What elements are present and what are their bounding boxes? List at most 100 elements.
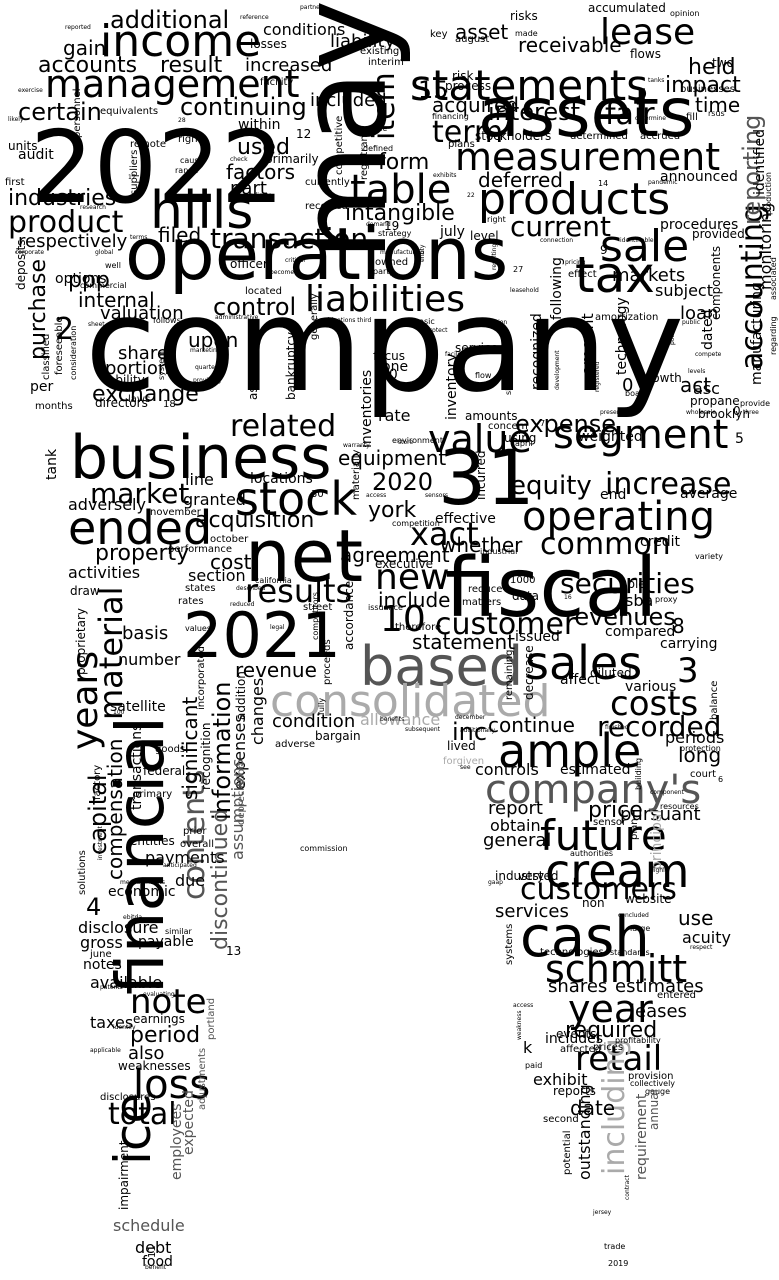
cloud-word: process xyxy=(445,79,492,93)
cloud-word: average xyxy=(680,486,738,502)
cloud-word: plan xyxy=(629,818,640,840)
cloud-word: likely xyxy=(8,116,24,123)
cloud-word: act xyxy=(680,373,712,397)
cloud-word: combinations third xyxy=(315,317,372,324)
cloud-word: levels xyxy=(688,368,706,375)
cloud-word: units xyxy=(8,139,38,153)
cloud-word: subsequent xyxy=(405,726,441,733)
cloud-word: whether xyxy=(440,533,523,557)
cloud-word: 7 xyxy=(540,419,546,428)
cloud-word: asc xyxy=(693,379,720,398)
cloud-word: earnings xyxy=(133,1012,185,1026)
cloud-word: building xyxy=(634,757,643,790)
cloud-word: proxy xyxy=(655,595,678,604)
cloud-word: conditions xyxy=(263,20,346,39)
cloud-word: defined xyxy=(363,144,394,153)
cloud-word: currently xyxy=(305,177,350,188)
cloud-word: included xyxy=(310,90,387,111)
cloud-word: gaap xyxy=(488,879,503,886)
cloud-word: 11 xyxy=(147,1245,158,1258)
cloud-word: investment xyxy=(97,826,104,860)
cloud-word: determine xyxy=(635,115,666,122)
cloud-word: weighted xyxy=(578,429,643,445)
cloud-word: statements xyxy=(410,61,649,110)
cloud-word: april xyxy=(515,439,533,448)
cloud-word: pandemic xyxy=(648,179,678,186)
cloud-word: inc xyxy=(452,718,488,746)
cloud-word: 10 xyxy=(380,599,426,640)
cloud-word: impact xyxy=(665,73,741,98)
cloud-word: industry xyxy=(495,869,545,883)
cloud-word: remote xyxy=(130,139,166,150)
cloud-word: materially xyxy=(351,449,362,500)
cloud-word: federal xyxy=(143,764,186,778)
cloud-word: standards xyxy=(610,948,650,957)
cloud-word: respect xyxy=(690,944,713,951)
cloud-word: hills xyxy=(150,181,254,241)
cloud-word: upon xyxy=(188,328,239,352)
cloud-word: retail xyxy=(575,1039,663,1079)
cloud-word: using xyxy=(504,431,537,445)
cloud-word: manufacturing xyxy=(749,282,765,385)
cloud-word: products xyxy=(478,174,671,225)
cloud-word: party xyxy=(373,267,395,276)
cloud-word: 2021 xyxy=(183,599,341,672)
cloud-word: lease xyxy=(600,12,696,53)
cloud-word: jersey xyxy=(593,1209,612,1216)
cloud-word: reports xyxy=(553,1084,596,1098)
cloud-word: schedule xyxy=(113,1216,185,1235)
cloud-word: available xyxy=(90,973,163,992)
cloud-word: measurement xyxy=(455,135,721,179)
cloud-word: shares xyxy=(548,976,608,997)
cloud-word: based xyxy=(360,635,524,698)
cloud-word: gross xyxy=(80,933,123,952)
cloud-word: losses xyxy=(250,37,287,51)
cloud-word: tank xyxy=(44,448,60,480)
cloud-word: manufacturing xyxy=(380,249,425,256)
cloud-word: determined xyxy=(570,131,628,142)
cloud-word: november xyxy=(150,507,201,518)
cloud-word: 0 xyxy=(622,375,634,396)
cloud-word: pursuant xyxy=(620,804,701,825)
cloud-word: providing xyxy=(193,377,222,384)
cloud-word: 2019 xyxy=(608,1259,629,1268)
cloud-word: increased xyxy=(245,55,333,76)
cloud-word: provision xyxy=(628,1071,674,1082)
cloud-word: 18 xyxy=(163,399,176,410)
cloud-word: data xyxy=(512,589,540,603)
cloud-word: entered xyxy=(657,990,696,1001)
cloud-word: critical xyxy=(285,257,306,264)
cloud-word: rates xyxy=(178,596,204,607)
cloud-word: research xyxy=(80,204,106,211)
cloud-word: estimated xyxy=(560,762,631,778)
cloud-word: primary xyxy=(133,789,173,800)
cloud-word: line xyxy=(185,470,214,489)
cloud-word: term xyxy=(432,115,504,150)
cloud-word: benefits xyxy=(380,716,405,723)
cloud-word: stockholders xyxy=(475,129,552,143)
cloud-word: estimates xyxy=(615,976,704,997)
cloud-word: entities xyxy=(130,834,175,848)
cloud-word: decrease xyxy=(522,645,536,700)
cloud-word: identifiable xyxy=(620,237,654,244)
cloud-word: non xyxy=(582,896,605,910)
cloud-word: debt xyxy=(135,1238,172,1257)
cloud-word: adverse xyxy=(275,739,316,750)
cloud-word: values xyxy=(185,624,212,633)
cloud-word: number xyxy=(118,650,181,669)
cloud-word: assets xyxy=(478,74,695,153)
cloud-word: review xyxy=(330,82,364,93)
cloud-word: 3 xyxy=(677,651,699,691)
cloud-word: 100 xyxy=(113,709,125,716)
cloud-word: 1000 xyxy=(510,575,536,586)
cloud-word: shareholders xyxy=(504,343,513,395)
cloud-word: ample xyxy=(498,724,642,778)
cloud-word: competitors xyxy=(311,592,320,640)
cloud-word: valuation xyxy=(100,303,184,324)
cloud-word: authorities xyxy=(570,849,614,858)
cloud-word: fair xyxy=(605,97,655,132)
cloud-word: pricing xyxy=(565,259,586,266)
cloud-word: plans xyxy=(448,139,475,150)
cloud-word: exhibits xyxy=(433,172,457,179)
cloud-word: date xyxy=(570,1096,616,1120)
